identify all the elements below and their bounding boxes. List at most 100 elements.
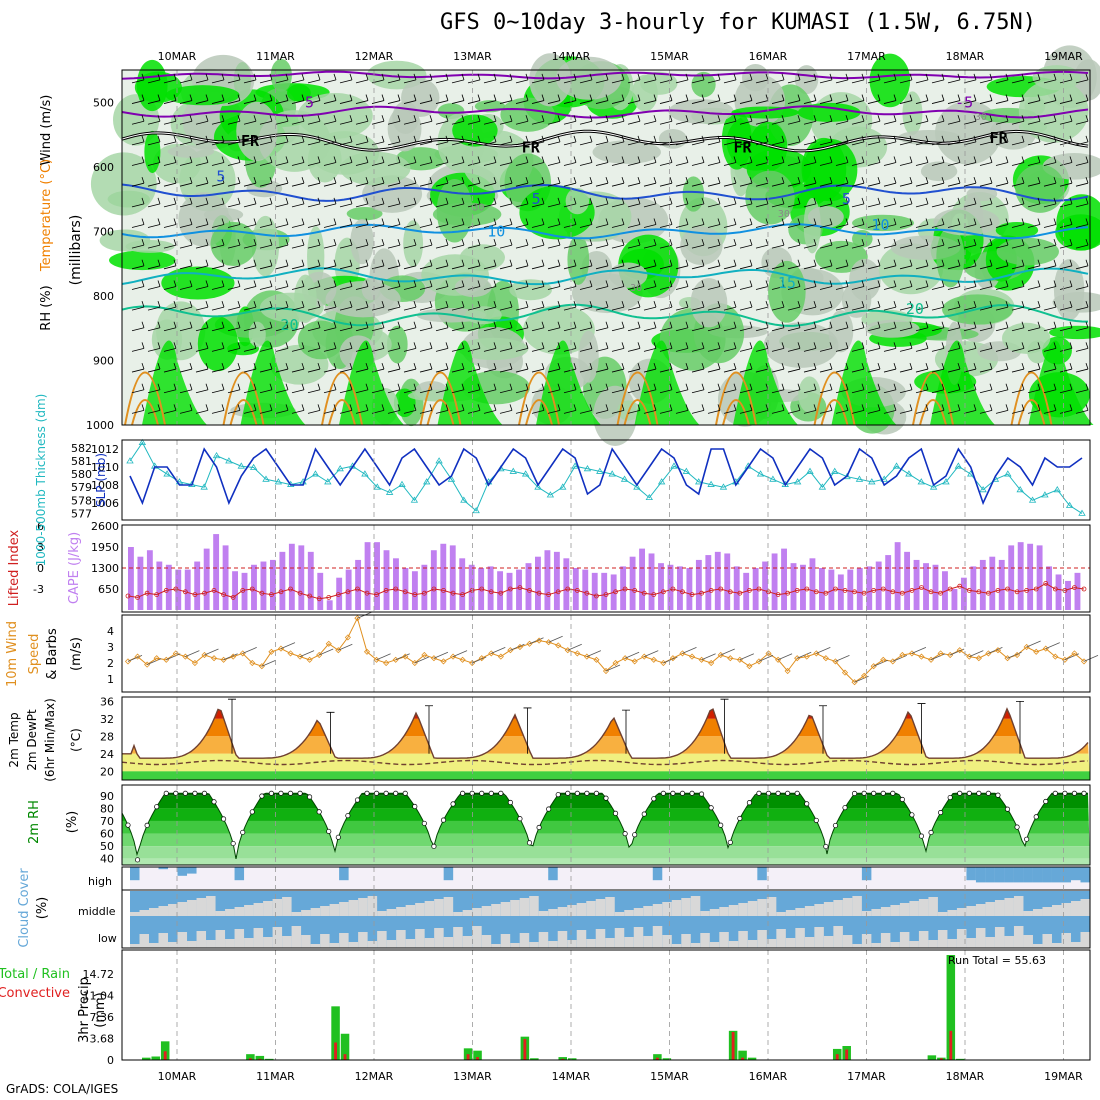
wind-barb	[419, 156, 433, 166]
wind-barb	[1027, 73, 1041, 84]
mid-cloud-gap	[510, 900, 520, 916]
wind-barb	[227, 321, 241, 332]
wind-barb	[307, 300, 321, 311]
wind-barb	[947, 197, 961, 208]
wind-barb	[707, 156, 721, 166]
wind-barb	[1075, 94, 1089, 104]
wind-barb	[883, 156, 897, 166]
wind-barb	[419, 94, 433, 104]
wind-barb	[739, 218, 753, 228]
rh-point	[718, 822, 724, 828]
wind-barb	[323, 135, 337, 146]
wind-barb	[819, 259, 833, 270]
wind-barb	[819, 177, 833, 187]
wind-barb	[707, 300, 721, 311]
cape-bar	[156, 561, 163, 610]
rh-point	[985, 790, 991, 796]
wind-barb	[659, 239, 673, 249]
wind-barb	[227, 239, 241, 249]
low-cloud-gap	[358, 932, 368, 948]
wind-barb	[611, 115, 625, 125]
wind-barb	[739, 280, 753, 290]
wind-barb	[1043, 218, 1057, 228]
wind-barb	[531, 321, 545, 332]
lifted-index-point	[364, 590, 370, 596]
panel-frame	[121, 784, 1091, 866]
cape-bar	[932, 564, 939, 610]
wind-barb	[1027, 115, 1041, 125]
precip-conv-bar	[939, 1058, 943, 1060]
lifted-index-point	[431, 586, 437, 592]
wind-barb	[563, 115, 577, 125]
wind-barb	[835, 259, 849, 270]
wind-barb	[131, 115, 145, 125]
wind-speed-point	[1033, 648, 1040, 655]
rh-point	[278, 790, 284, 796]
wind-barb	[467, 239, 481, 249]
wind-speed-point	[688, 653, 696, 660]
wind-barb	[707, 197, 721, 208]
wind-barb	[611, 73, 625, 84]
wind-speed-point	[306, 656, 313, 663]
ylabel-millibars: (millibars)	[68, 215, 84, 286]
rh-shade	[691, 71, 716, 98]
wind-barb	[403, 135, 417, 146]
wind-barb	[227, 280, 241, 290]
wind-barb	[627, 239, 641, 249]
wind-barb	[995, 197, 1009, 208]
wind-barb	[515, 362, 529, 373]
rh-point	[1043, 798, 1049, 804]
cape-bar	[762, 561, 769, 610]
mid-cloud-gap	[130, 912, 140, 916]
rh-point	[125, 822, 131, 828]
rh-shade	[920, 161, 958, 182]
grid-lines	[176, 70, 1064, 1060]
isotherm-15	[121, 267, 1089, 286]
wind-barb-10m	[452, 650, 468, 657]
precip-total-bar	[956, 1058, 965, 1060]
low-cloud-gap	[595, 929, 606, 948]
wind-barb	[1027, 342, 1041, 352]
wind-barb	[867, 156, 881, 166]
wind-barb	[627, 156, 641, 166]
rh-band	[122, 808, 1090, 821]
wind-barb	[515, 300, 529, 311]
mid-cloud-gap	[719, 907, 729, 916]
wind-barb	[259, 259, 273, 270]
wind-barb	[963, 321, 977, 332]
ylabel-wind10-a: 10m Wind	[5, 621, 20, 687]
wind-barb	[771, 300, 785, 311]
cape-bar	[781, 548, 787, 610]
lifted-index-point	[785, 590, 791, 596]
wind-barb	[307, 362, 321, 373]
x-tick-date-top: 11MAR	[256, 50, 295, 63]
lifted-index-point	[594, 593, 599, 599]
thickness-point	[670, 462, 678, 469]
mid-cloud-gap	[1051, 905, 1062, 916]
wind-barb	[179, 94, 193, 104]
rh-shade	[167, 145, 215, 158]
wind-barb	[787, 218, 801, 228]
rh-shade	[807, 205, 844, 228]
wind-barb	[931, 156, 945, 166]
isotherm-30	[722, 399, 750, 426]
wind-barb	[723, 135, 737, 146]
wind-barb	[883, 321, 897, 332]
mid-cloud-gap	[738, 903, 748, 916]
wind-barb	[899, 239, 913, 249]
wind-barb	[387, 362, 401, 373]
lifted-index-point	[747, 588, 752, 593]
wind-barb	[947, 342, 961, 352]
lifted-index-point	[1014, 589, 1020, 595]
wind-barb	[387, 383, 401, 394]
cape-bar	[421, 564, 428, 610]
mid-cloud-gap	[614, 912, 625, 916]
rh-point	[699, 791, 705, 797]
wind-barb	[851, 135, 865, 146]
rh-point	[794, 790, 800, 796]
wind-speed-point	[736, 656, 743, 663]
wind-barb	[147, 404, 161, 414]
wind-barb	[979, 321, 993, 332]
wind-barb	[659, 177, 673, 187]
wind-barb	[163, 73, 177, 84]
